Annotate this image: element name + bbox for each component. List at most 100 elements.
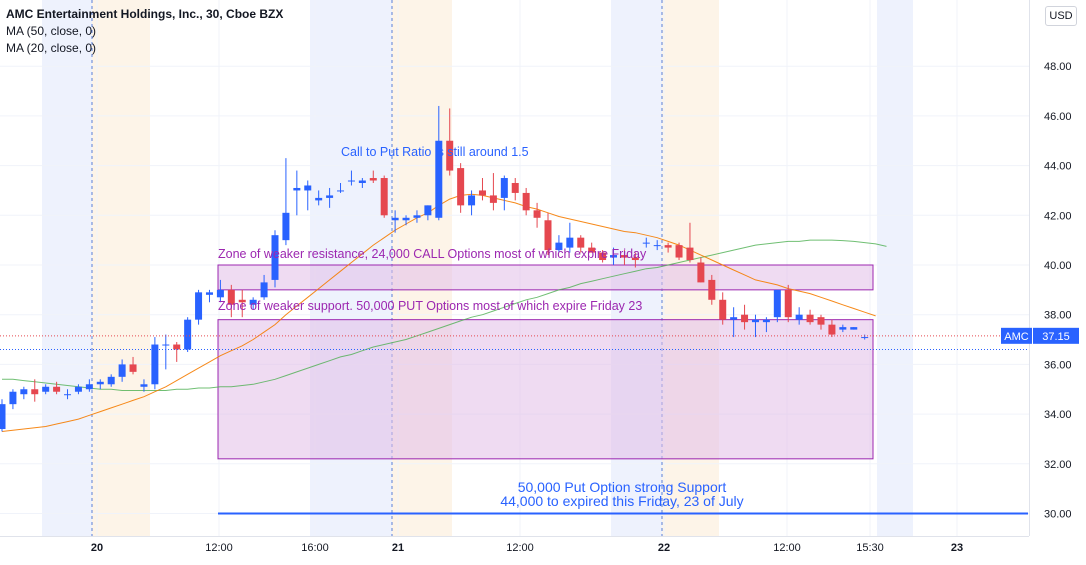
y-tick-label: 36.00 (1044, 359, 1072, 371)
candle (129, 356, 137, 375)
y-tick-label: 38.00 (1044, 310, 1072, 322)
candle (402, 215, 410, 226)
support-zone (217, 319, 874, 460)
candle-body (195, 292, 203, 320)
candle (271, 230, 279, 288)
candle-body (839, 327, 847, 330)
candle-body (566, 237, 574, 248)
candle-body (129, 364, 137, 372)
candle (806, 309, 814, 325)
candle-body (369, 178, 377, 181)
candle (118, 359, 126, 382)
candle (74, 384, 82, 395)
candle (358, 178, 366, 188)
candle-body (151, 344, 159, 385)
candle-body (64, 394, 72, 396)
candle-body (96, 381, 104, 385)
candle (631, 252, 639, 268)
candle-body (315, 197, 323, 201)
x-tick-label: 15:30 (856, 542, 884, 554)
candle (446, 108, 454, 176)
candle-body (762, 319, 770, 323)
candle (380, 175, 388, 218)
candle (282, 158, 290, 246)
candle-body (686, 247, 694, 261)
candle (620, 250, 628, 265)
y-tick-label: 30.00 (1044, 509, 1072, 521)
candle (42, 384, 50, 395)
candle (85, 379, 93, 392)
candle-body (719, 299, 727, 320)
candle (555, 235, 563, 253)
candle-body (446, 140, 454, 171)
candle (369, 170, 377, 183)
candle (577, 235, 585, 253)
candle (238, 289, 246, 318)
candle-body (413, 215, 421, 218)
candle (107, 374, 115, 387)
candle-body (53, 386, 61, 392)
candle (173, 342, 181, 362)
ma50-legend[interactable]: MA (50, close, 0) (6, 24, 97, 38)
ma50-line (2, 239, 887, 391)
candle (751, 314, 759, 338)
candle (424, 205, 432, 221)
candle (478, 178, 486, 201)
candle (326, 187, 334, 208)
candle (533, 202, 541, 228)
candle-body (817, 317, 825, 325)
candle (304, 180, 312, 211)
candle-body (74, 386, 82, 392)
candle-body (140, 384, 148, 387)
ma20-legend[interactable]: MA (20, close, 0) (6, 41, 97, 55)
annotation-resistance-zone: Zone of weaker resistance, 24,000 CALL O… (218, 247, 647, 261)
x-tick-label: 12:00 (205, 542, 233, 554)
candle (315, 190, 323, 206)
session-band (877, 0, 913, 536)
candle (195, 289, 203, 325)
candle (773, 289, 781, 323)
candle (293, 170, 301, 216)
x-tick-label: 22 (658, 542, 670, 554)
candle-body (402, 217, 410, 221)
candle-body (0, 404, 6, 430)
candle (216, 279, 224, 303)
candle-body (631, 257, 639, 261)
y-tick-label: 34.00 (1044, 409, 1072, 421)
candle (511, 178, 519, 201)
currency-button[interactable]: USD (1045, 6, 1077, 26)
candle-body (806, 314, 814, 323)
candle-body (304, 185, 312, 191)
candle-body (282, 212, 290, 241)
candle (686, 222, 694, 263)
last-price-symbol-tag (1001, 327, 1032, 344)
candle (664, 242, 672, 253)
candle (96, 379, 104, 390)
candle (500, 175, 508, 211)
candle-body (85, 384, 93, 390)
candle (20, 386, 28, 400)
annotation-expiry: 44,000 to expired this Friday, 23 of Jul… (500, 493, 743, 509)
last-price-value-tag (1033, 327, 1079, 344)
candle-body (642, 242, 650, 244)
candle-body (555, 242, 563, 251)
candle-body (784, 289, 792, 318)
session-band (92, 0, 150, 536)
candle (544, 212, 552, 256)
candle (839, 324, 847, 333)
candle-body (828, 324, 836, 335)
candle-body (118, 364, 126, 377)
candle (347, 170, 355, 186)
candle (675, 242, 683, 261)
x-tick-label: 12:00 (773, 542, 801, 554)
candle-body (391, 217, 399, 221)
resistance-zone (217, 264, 874, 291)
candle (817, 314, 825, 330)
candle-body (610, 255, 618, 258)
candle-body (424, 205, 432, 216)
candle-body (9, 391, 17, 405)
candle-body (773, 289, 781, 318)
candle-body (468, 195, 476, 206)
